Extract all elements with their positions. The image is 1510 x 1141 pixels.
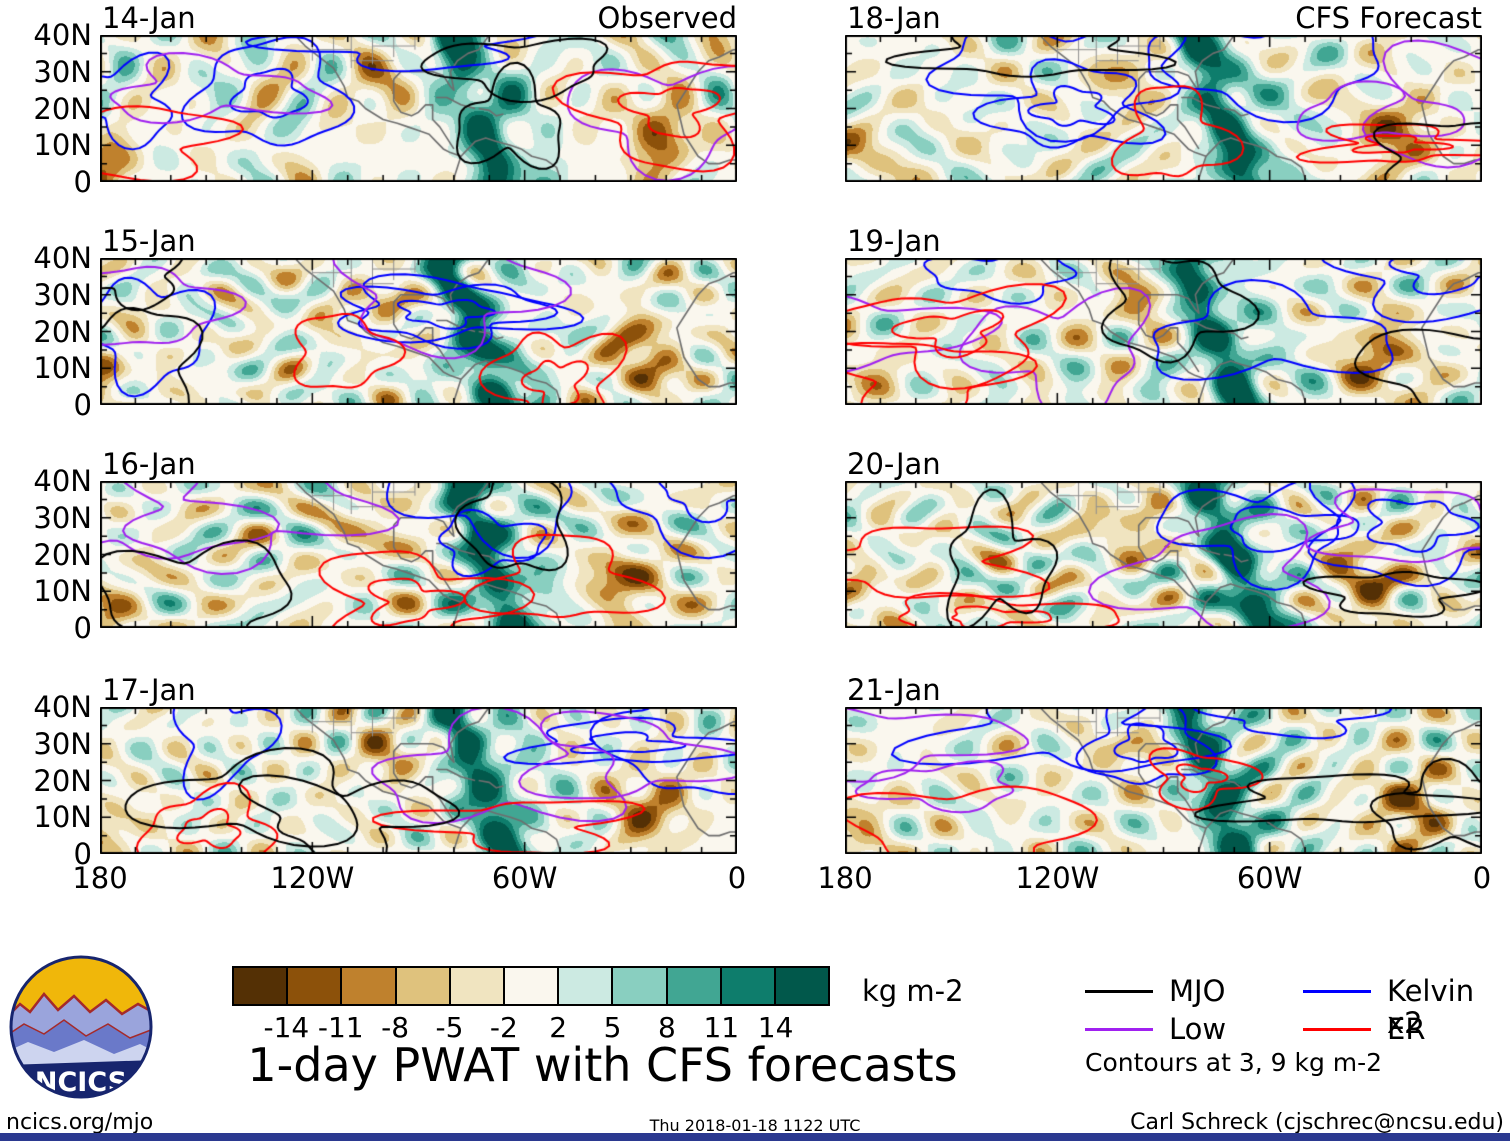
lon-tick-label: 60W	[491, 861, 558, 895]
lat-tick-label: 30N	[33, 500, 92, 535]
colorbar-segment	[504, 968, 560, 1004]
colorbar-segment	[234, 968, 289, 1004]
colorbar-segment	[721, 968, 776, 1004]
lat-tick-label: 30N	[33, 726, 92, 761]
bottom-strip	[0, 1133, 1510, 1141]
lat-tick-label: 10N	[33, 351, 92, 386]
colorbar-segment	[450, 968, 505, 1004]
footer-timestamp: Thu 2018-01-18 1122 UTC	[649, 1116, 861, 1135]
colorbar-tick-label: 5	[603, 1011, 622, 1044]
column-header: Observed	[597, 1, 737, 35]
legend-label: MJO	[1169, 974, 1226, 1008]
logo-art: NCICS	[10, 956, 152, 1098]
lon-tick-label: 120W	[1015, 861, 1100, 895]
panel-date: 16-Jan	[102, 447, 196, 481]
lat-tick-label: 0	[73, 165, 92, 199]
colorbar-tick-label: -2	[489, 1011, 518, 1044]
legend-swatch	[1303, 1028, 1371, 1031]
lat-tick-label: 40N	[33, 690, 92, 724]
ncics-logo: NCICS	[9, 955, 153, 1099]
colorbar-tick-label: 2	[549, 1011, 568, 1044]
lat-tick-label: 10N	[33, 574, 92, 609]
lat-tick-label: 40N	[33, 18, 92, 52]
colorbar-tick-label: -8	[381, 1011, 410, 1044]
legend-note: Contours at 3, 9 kg m-2	[1085, 1048, 1383, 1077]
legend-label: Low	[1169, 1012, 1227, 1046]
map-panel-canvas	[100, 258, 737, 405]
lat-tick-label: 20N	[33, 763, 92, 798]
colorbar-units: kg m-2	[862, 974, 964, 1008]
colorbar-tick-label: 11	[703, 1011, 740, 1044]
panel-date: 20-Jan	[847, 447, 941, 481]
footer-url: ncics.org/mjo	[6, 1110, 154, 1135]
lat-tick-label: 30N	[33, 277, 92, 312]
map-panel-canvas	[100, 35, 737, 182]
colorbar-segment	[288, 968, 343, 1004]
lon-tick-label: 60W	[1236, 861, 1303, 895]
map-panel-canvas	[100, 707, 737, 854]
map-panel-canvas	[845, 481, 1482, 628]
lon-tick-label: 180	[72, 861, 128, 895]
colorbar-segment	[396, 968, 451, 1004]
colorbar-segment	[667, 968, 722, 1004]
colorbar-segment	[613, 968, 668, 1004]
legend-label: Kelvin x2	[1387, 974, 1475, 1040]
lat-tick-label: 20N	[33, 91, 92, 126]
lon-tick-label: 0	[1472, 861, 1492, 895]
lat-tick-label: 0	[73, 611, 92, 645]
lon-tick-label: 180	[817, 861, 873, 895]
panel-date: 17-Jan	[102, 673, 196, 707]
map-panel-canvas	[845, 258, 1482, 405]
map-panel-canvas	[100, 481, 737, 628]
lat-tick-label: 10N	[33, 128, 92, 163]
colorbar-segment	[775, 968, 829, 1004]
legend-swatch	[1303, 990, 1371, 993]
lat-tick-label: 40N	[33, 464, 92, 498]
legend-label: ER	[1387, 1012, 1426, 1046]
colorbar-tick-label: -14	[263, 1011, 310, 1044]
lat-tick-label: 30N	[33, 54, 92, 89]
colorbar-segment	[342, 968, 397, 1004]
lat-tick-label: 10N	[33, 800, 92, 835]
legend-swatch	[1085, 990, 1153, 993]
map-panel-canvas	[845, 707, 1482, 854]
colorbar-tick-label: 14	[757, 1011, 794, 1044]
lat-tick-label: 0	[73, 388, 92, 422]
lon-tick-label: 120W	[270, 861, 355, 895]
chart-title: 1-day PWAT with CFS forecasts	[247, 1038, 958, 1092]
lat-tick-label: 0	[73, 837, 92, 871]
footer-author: Carl Schreck (cjschrec@ncsu.edu)	[1130, 1110, 1504, 1135]
panel-date: 15-Jan	[102, 224, 196, 258]
panel-date: 14-Jan	[102, 1, 196, 35]
colorbar-segment	[559, 968, 614, 1004]
legend-swatch	[1085, 1028, 1153, 1031]
colorbar-tick-label: -5	[435, 1011, 464, 1044]
map-panel-canvas	[845, 35, 1482, 182]
panel-date: 21-Jan	[847, 673, 941, 707]
lon-tick-label: 0	[727, 861, 747, 895]
logo-text: NCICS	[35, 1067, 127, 1098]
panel-date: 19-Jan	[847, 224, 941, 258]
lat-tick-label: 20N	[33, 537, 92, 572]
lat-tick-label: 20N	[33, 314, 92, 349]
lat-tick-label: 40N	[33, 241, 92, 275]
colorbar-tick-label: 8	[657, 1011, 676, 1044]
colorbar-tick-label: -11	[317, 1011, 364, 1044]
column-header: CFS Forecast	[1295, 1, 1482, 35]
logo-ring	[9, 955, 153, 1099]
panel-date: 18-Jan	[847, 1, 941, 35]
colorbar	[232, 966, 830, 1006]
